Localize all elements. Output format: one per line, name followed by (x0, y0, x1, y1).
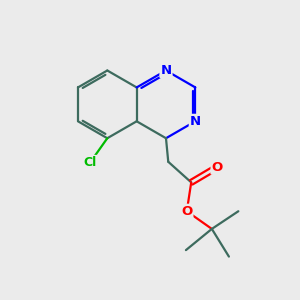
Text: O: O (181, 205, 192, 218)
Text: O: O (212, 160, 223, 174)
Text: N: N (160, 64, 172, 77)
Text: Cl: Cl (84, 156, 97, 169)
Text: N: N (190, 115, 201, 128)
